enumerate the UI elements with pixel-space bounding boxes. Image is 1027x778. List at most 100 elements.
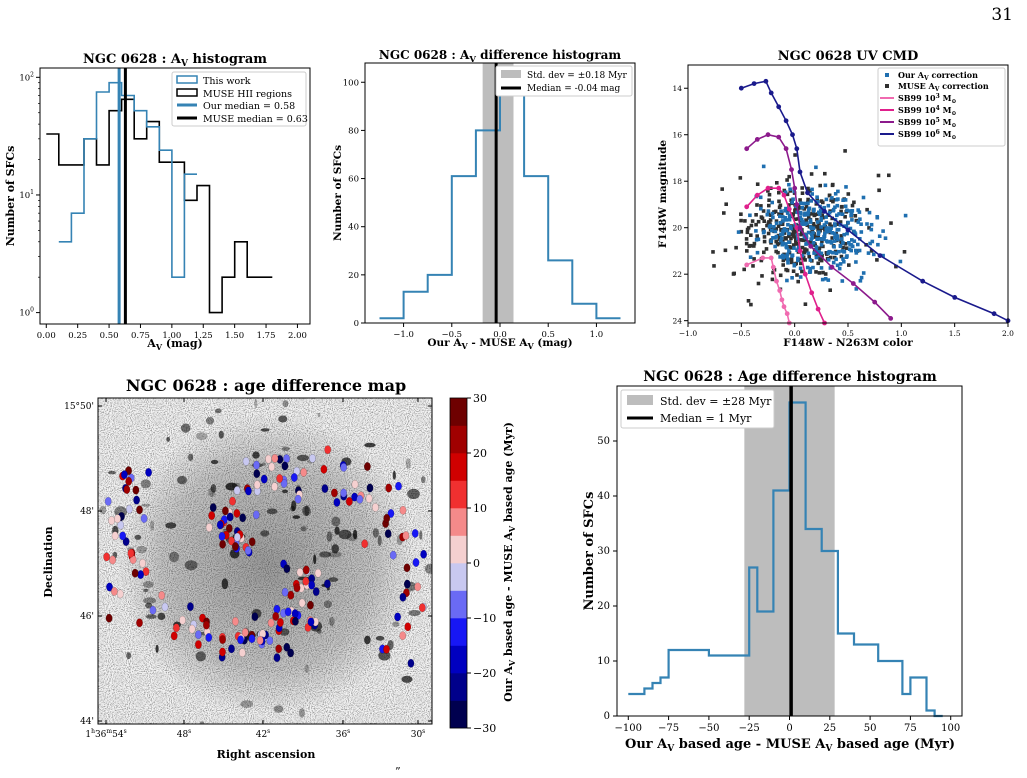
hii-region-blob: [254, 398, 258, 409]
age-difference-point: [219, 539, 227, 549]
uv-cmd-plot: [711, 78, 1011, 326]
our-av-point: [827, 210, 832, 215]
age-difference-point: [145, 467, 153, 477]
our-av-point: [824, 239, 829, 243]
muse-av-point: [835, 222, 840, 226]
our-av-point: [803, 213, 807, 217]
our-av-point: [833, 223, 837, 228]
age-difference-point: [194, 640, 202, 649]
our-av-point: [765, 212, 770, 217]
our-av-point: [795, 248, 799, 252]
age-difference-point: [420, 549, 427, 559]
muse-av-point: [803, 258, 807, 262]
our-av-point: [788, 213, 792, 218]
our-av-point: [838, 244, 843, 249]
legend-our-av: Our AV correction: [898, 70, 978, 82]
muse-av-point: [795, 273, 799, 277]
our-av-point: [856, 220, 861, 224]
hii-region-blob: [208, 487, 215, 498]
hii-region-blob: [252, 451, 260, 459]
legend-swatch-std-dev: [627, 395, 653, 405]
hii-region-blob: [329, 616, 335, 627]
our-av-point: [831, 250, 835, 255]
av-diff-plot: [379, 63, 621, 323]
legend-swatch-muse: [176, 88, 198, 97]
muse-av-point: [830, 236, 834, 240]
our-av-point: [809, 199, 813, 203]
muse-av-point: [821, 215, 826, 220]
age-difference-point: [267, 618, 275, 628]
ytick-label: 20: [348, 271, 359, 281]
hii-region-blob: [240, 700, 254, 708]
muse-av-point: [748, 243, 753, 248]
our-av-point: [779, 209, 783, 213]
our-av-point: [817, 210, 821, 215]
muse-av-point: [843, 242, 848, 246]
legend-sb99-1e6: SB99 106 M⊙: [898, 129, 956, 141]
muse-av-point: [776, 250, 780, 255]
muse-av-point: [818, 183, 822, 188]
hii-region-blob: [150, 520, 155, 531]
our-av-point: [816, 199, 820, 204]
our-av-point: [837, 266, 842, 271]
age-difference-point: [251, 612, 259, 622]
our-av-point: [848, 226, 853, 231]
our-av-point: [833, 192, 838, 196]
age-difference-point: [205, 633, 213, 642]
muse-av-point: [816, 234, 820, 238]
uv-cmd-xticks: −1.0 −0.5 0.0 0.5 1.0 1.5 2.0: [679, 323, 1014, 338]
muse-av-point: [800, 191, 805, 195]
muse-av-point: [779, 227, 783, 232]
hii-region-blob: [210, 484, 217, 493]
our-av-point: [830, 231, 834, 235]
age-difference-point: [271, 482, 278, 492]
sb99-track-point: [744, 146, 750, 152]
our-av-point: [810, 187, 814, 192]
hii-region-blob: [319, 551, 331, 558]
age-difference-point: [283, 564, 291, 574]
muse-av-point: [807, 216, 811, 220]
colorbar-segment: [450, 535, 467, 564]
our-av-point: [823, 277, 828, 281]
ytick-label: 20: [672, 224, 682, 233]
our-av-point: [831, 260, 836, 265]
our-av-point: [823, 183, 828, 188]
age-difference-point: [385, 483, 393, 493]
our-av-point: [770, 228, 774, 233]
age-difference-point: [366, 483, 374, 493]
hii-region-blob: [331, 544, 340, 554]
xtick-label: 1.25: [194, 331, 213, 341]
muse-av-point: [759, 204, 763, 208]
age-difference-point: [136, 618, 143, 628]
muse-av-point: [847, 263, 851, 267]
our-av-point: [780, 253, 785, 258]
ytick-label: 101: [19, 189, 34, 201]
muse-av-point: [803, 302, 808, 306]
muse-av-point: [778, 273, 783, 278]
muse-av-point: [722, 211, 726, 215]
our-av-point: [748, 255, 753, 259]
hii-region-blob: [401, 675, 413, 683]
hii-region-blob: [273, 705, 284, 713]
our-av-point: [903, 213, 908, 218]
muse-av-point: [807, 254, 811, 259]
hii-region-blob: [302, 505, 311, 516]
our-av-point: [784, 242, 788, 246]
our-av-point: [847, 247, 852, 251]
our-av-point: [770, 200, 774, 205]
our-av-point: [786, 258, 790, 262]
age-difference-point: [161, 602, 169, 612]
our-av-point: [798, 275, 803, 279]
age-difference-point: [272, 612, 280, 621]
age-difference-point: [218, 531, 226, 541]
colorbar-segment: [450, 480, 467, 509]
hii-region-blob: [221, 578, 229, 590]
our-av-point: [788, 187, 792, 191]
av-histogram-title: NGC 0628 : AV histogram: [83, 52, 267, 69]
hii-region-blob: [331, 516, 341, 527]
uv-cmd-ylabel: F148W magnitude: [657, 140, 669, 249]
hii-region-blob: [166, 436, 171, 442]
hii-region-blob: [392, 621, 400, 627]
colorbar-tick-label: 30: [473, 392, 487, 405]
